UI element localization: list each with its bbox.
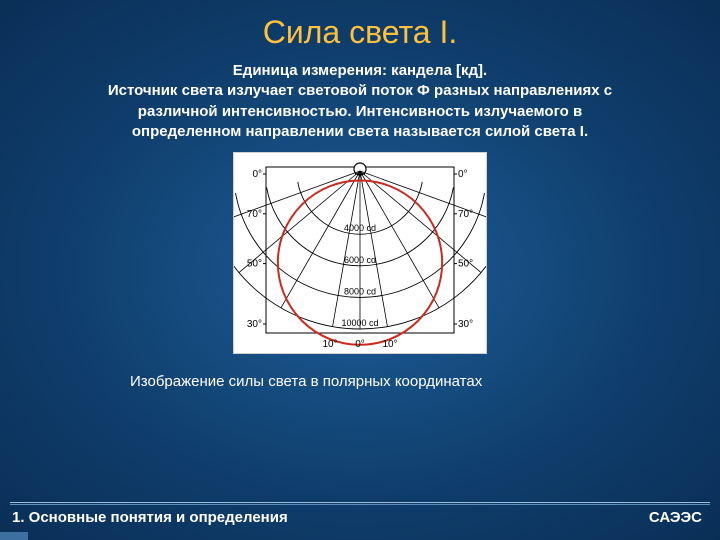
svg-text:0°: 0° [252,169,262,180]
body-line: определенном направлении света называетс… [132,123,588,140]
svg-text:50°: 50° [247,259,262,270]
svg-text:70°: 70° [247,209,262,220]
diagram-caption: Изображение силы света в полярных коорди… [130,373,720,390]
svg-text:10°: 10° [322,339,337,350]
body-line: Источник света излучает световой поток Ф… [108,82,612,99]
slide-body: Единица измерения: кандела [кд]. Источни… [40,61,680,142]
body-line: Единица измерения: кандела [кд]. [233,62,487,79]
diagram-container: 4000 cd6000 cd8000 cd10000 cd0°70°50°30°… [0,152,720,359]
svg-text:50°: 50° [458,259,473,270]
slide-title: Сила света I. [0,0,720,51]
svg-text:0°: 0° [458,169,468,180]
footer-tab-accent [0,532,28,540]
footer-brand: САЭЭС [649,509,702,526]
polar-diagram: 4000 cd6000 cd8000 cd10000 cd0°70°50°30°… [233,152,487,354]
footer-section-label: 1. Основные понятия и определения [12,509,288,526]
svg-text:0°: 0° [355,339,365,350]
footer-divider [10,502,710,503]
svg-text:30°: 30° [458,319,473,330]
svg-text:10°: 10° [382,339,397,350]
svg-text:30°: 30° [247,319,262,330]
body-line: различной интенсивностью. Интенсивность … [138,103,582,120]
svg-text:70°: 70° [458,209,473,220]
slide-footer: 1. Основные понятия и определения САЭЭС [0,494,720,540]
footer-divider [10,504,710,505]
